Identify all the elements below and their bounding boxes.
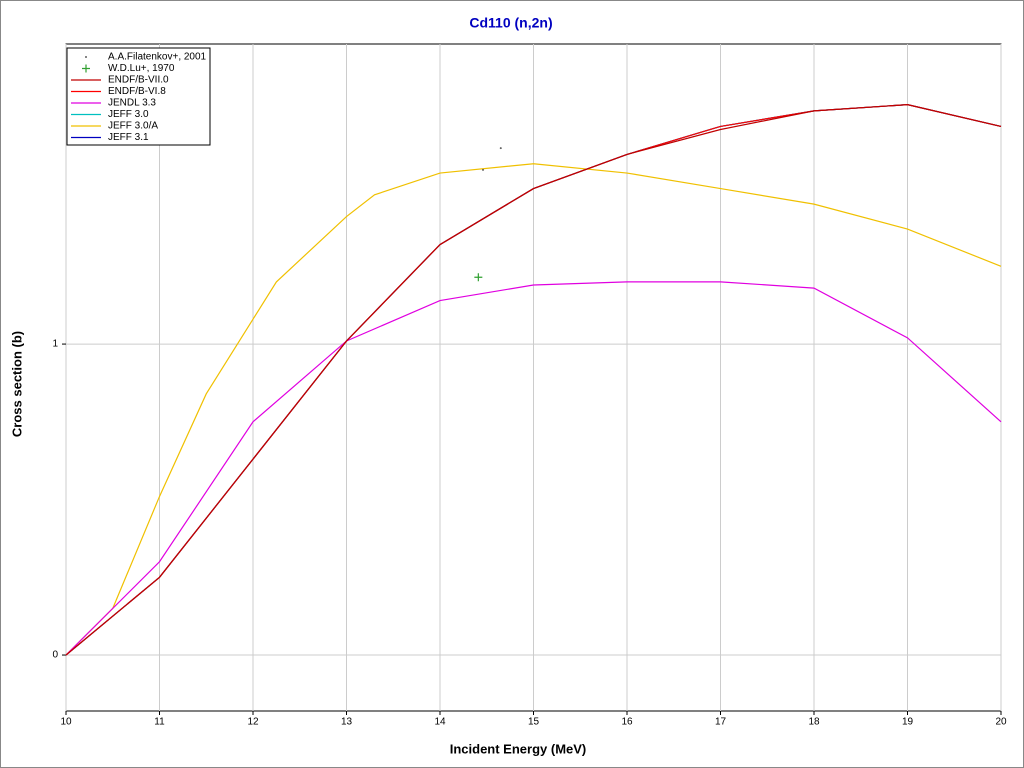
chart-title: Cd110 (n,2n) [469,15,552,31]
legend-label: JEFF 3.0/A [108,121,158,132]
series-line [65,104,1002,656]
x-tick-label: 11 [154,717,165,728]
legend-swatch [82,64,90,73]
data-point [482,168,485,171]
data-point [499,147,502,150]
legend-label: JEFF 3.1 [108,132,149,143]
series-line [65,163,1002,656]
legend-label: ENDF/B-VII.0 [108,75,169,86]
x-tick-label: 17 [715,717,727,728]
legend-label: ENDF/B-VI.8 [108,86,166,97]
x-tick-label: 18 [808,717,820,728]
y-axis-label: Cross section (b) [9,331,24,437]
x-axis-label: Incident Energy (MeV) [450,741,587,756]
y-tick-label: 1 [52,339,58,350]
series-line [65,281,1002,656]
data-point [474,273,483,282]
x-tick-label: 14 [434,717,446,728]
x-tick-label: 12 [247,717,259,728]
legend-label: JENDL 3.3 [108,98,156,109]
legend-box [66,47,211,146]
x-tick-label: 10 [60,717,72,728]
x-tick-label: 15 [528,717,540,728]
legend-label: W.D.Lu+, 1970 [108,63,175,74]
legend-label: A.A.Filatenkov+, 2001 [108,52,207,63]
x-tick-label: 16 [621,717,633,728]
x-tick-label: 20 [995,717,1007,728]
y-tick-label: 0 [52,650,58,661]
x-tick-label: 13 [341,717,353,728]
legend-swatch [85,56,87,58]
legend-label: JEFF 3.0 [108,109,149,120]
x-tick-label: 19 [902,717,914,728]
